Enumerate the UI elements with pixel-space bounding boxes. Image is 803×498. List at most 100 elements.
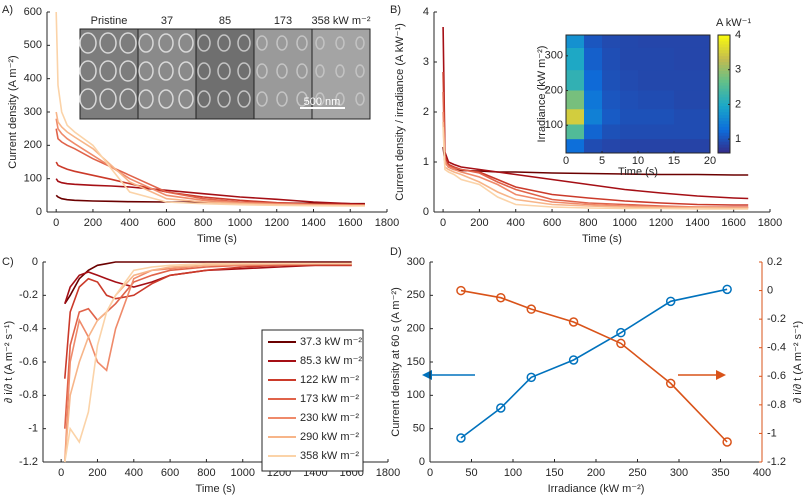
colorbar-label: 2 xyxy=(735,98,741,110)
colorbar-step xyxy=(718,58,730,63)
sem-grain xyxy=(296,63,308,79)
heatmap-cell xyxy=(674,108,693,125)
colorbar-label: 4 xyxy=(735,29,741,41)
heatmap-cell xyxy=(674,90,693,110)
heatmap-cell xyxy=(638,35,657,48)
marker xyxy=(526,372,537,383)
sem-grain xyxy=(256,63,268,79)
sem-grain xyxy=(315,64,325,78)
colorbar-step xyxy=(718,82,730,86)
y-tick-label: 0 xyxy=(423,206,429,218)
colorbar-frame xyxy=(717,34,731,154)
y2-tick-label: -1.2 xyxy=(767,456,786,468)
sem-grain xyxy=(178,89,194,109)
heatmap-cell xyxy=(638,69,657,91)
colorbar-step xyxy=(718,105,730,110)
y-tick-label: 200 xyxy=(24,139,42,151)
x-tick-label: 600 xyxy=(161,467,179,479)
colorbar-step xyxy=(718,117,730,122)
sem-label: 358 kW m⁻² xyxy=(312,15,371,27)
colorbar-step xyxy=(718,49,730,54)
sem-grain xyxy=(276,35,288,51)
y-tick-label: -0.6 xyxy=(19,356,38,368)
marker xyxy=(456,285,466,296)
y-tick-label: 300 xyxy=(545,50,563,62)
heatmap-cell xyxy=(602,138,621,154)
x-tick-label: 200 xyxy=(88,467,106,479)
series-line xyxy=(64,262,352,463)
series-line xyxy=(442,126,749,210)
legend-label: 122 kW m⁻² xyxy=(300,374,359,386)
x-tick-label: 1000 xyxy=(612,217,636,229)
sem-image xyxy=(137,28,197,120)
sem-grain xyxy=(237,62,251,80)
colorbar-step xyxy=(718,40,730,45)
y2-tick-label: 0 xyxy=(767,284,773,296)
marker xyxy=(496,403,506,413)
x-axis-title: Time (s) xyxy=(618,166,658,178)
x-tick-label: 100 xyxy=(504,467,522,479)
y-tick-label: 50 xyxy=(413,423,425,435)
heatmap-cell xyxy=(620,90,639,110)
y-tick-label: -1.2 xyxy=(19,456,38,468)
x-tick-label: 200 xyxy=(470,217,488,229)
sem-grain xyxy=(138,33,154,53)
series-line xyxy=(460,288,728,439)
sem-grain xyxy=(335,92,345,106)
colorbar-step xyxy=(718,114,730,119)
sem-label: Pristine xyxy=(91,15,128,27)
y-tick-label: 3 xyxy=(423,56,429,68)
colorbar-step xyxy=(718,99,730,104)
colorbar-step xyxy=(718,126,730,130)
heatmap-cell xyxy=(566,35,585,48)
series-line xyxy=(55,11,365,207)
x-tick-label: 1200 xyxy=(649,217,673,229)
series-line xyxy=(64,264,352,304)
series-line xyxy=(64,261,352,305)
colorbar-step xyxy=(718,138,730,142)
sem-grain xyxy=(158,61,174,81)
x-axis-title: Time (s) xyxy=(197,233,237,245)
y-tick-label: 500 xyxy=(24,39,42,51)
x-tick-label: 15 xyxy=(668,155,680,167)
y-tick-label: 100 xyxy=(24,173,42,185)
sem-grain xyxy=(138,61,154,81)
marker xyxy=(722,437,732,447)
heatmap-cell xyxy=(566,108,585,125)
heatmap-cell xyxy=(656,138,675,154)
y-tick-label: -0.2 xyxy=(19,289,38,301)
colorbar-step xyxy=(718,135,730,139)
colorbar-step xyxy=(718,150,730,154)
sem-grain xyxy=(335,36,345,50)
colorbar-step xyxy=(718,55,730,60)
sem-grain xyxy=(315,36,325,50)
colorbar-step xyxy=(718,120,730,124)
heatmap-cell xyxy=(620,69,639,91)
heatmap-cell xyxy=(692,123,711,140)
sem-grain xyxy=(355,64,365,78)
x-tick-label: 350 xyxy=(711,467,729,479)
x-tick-label: 800 xyxy=(579,217,597,229)
sem-grain xyxy=(237,34,251,52)
colorbar-step xyxy=(718,64,730,68)
x-tick-label: 600 xyxy=(543,217,561,229)
sem-grain xyxy=(178,61,194,81)
heatmap-cell xyxy=(602,47,621,71)
heatmap-cell xyxy=(584,138,603,154)
sem-label: 85 xyxy=(219,15,231,27)
colorbar-step xyxy=(718,91,730,95)
series-line xyxy=(442,26,749,200)
y-tick-label: 250 xyxy=(407,289,425,301)
marker xyxy=(568,317,579,327)
legend-label: 290 kW m⁻² xyxy=(300,431,359,443)
marker xyxy=(616,327,626,338)
heatmap-cell xyxy=(584,90,603,110)
x-tick-label: 20 xyxy=(704,155,716,167)
colorbar-title: A kW⁻¹ xyxy=(716,17,751,29)
sem-grain xyxy=(79,88,97,110)
colorbar-step xyxy=(718,129,730,133)
colorbar-step xyxy=(718,61,730,65)
sem-grain xyxy=(197,90,211,108)
y-tick-label: -0.4 xyxy=(19,323,38,335)
